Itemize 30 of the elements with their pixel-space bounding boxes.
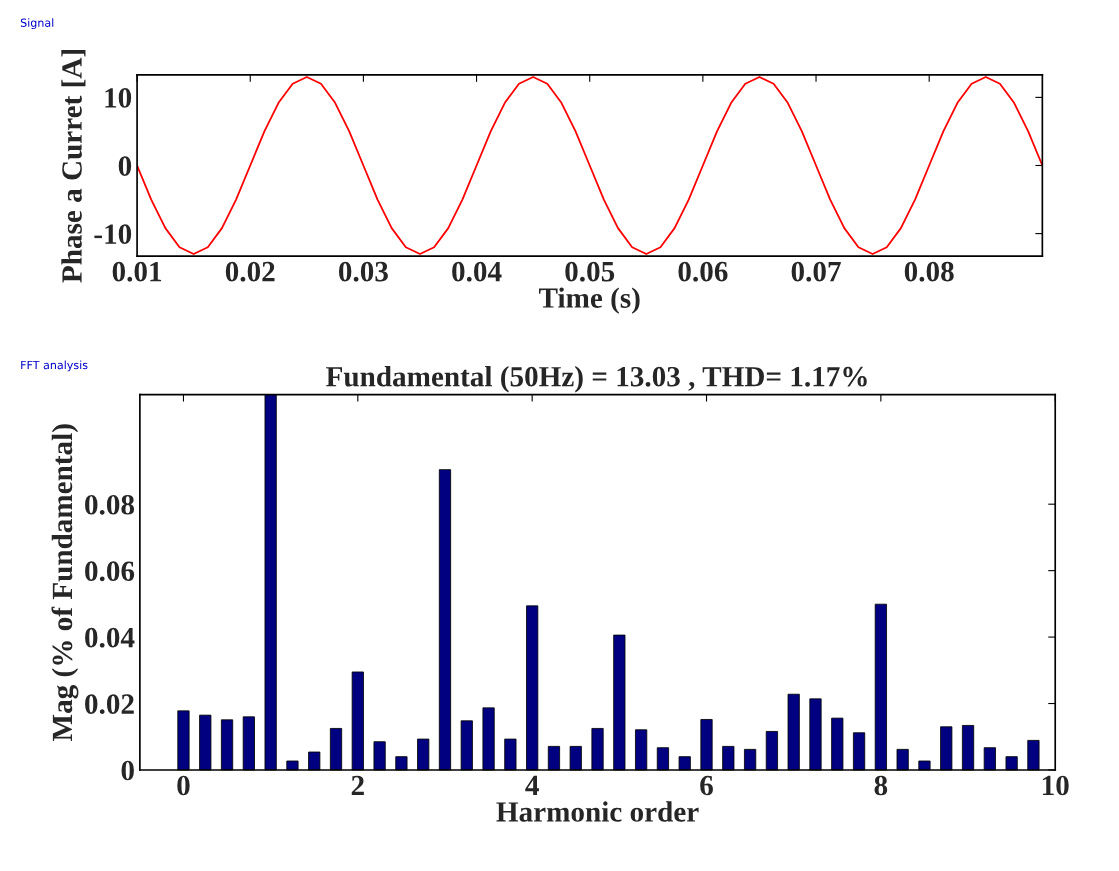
x-tick-label: 2 (351, 775, 364, 796)
y-axis-title: Phase a Curret [A] (61, 50, 86, 283)
line-series (137, 76, 1043, 255)
y-tick-label: 0 (121, 760, 134, 781)
text: Signal (20, 18, 54, 30)
x-axis-title: Time (s) (538, 287, 640, 314)
x-tick-label: 4 (525, 775, 539, 796)
chart-title: Fundamental (50Hz) = 13.03 , THD= 1.17% (326, 365, 867, 393)
y-axis-title: Mag (% of Fundamental) (51, 424, 79, 741)
x-tick-label: 6 (700, 775, 713, 796)
x-tick-label: 0.05 (565, 261, 615, 282)
y-tick-label: 0.06 (85, 561, 135, 582)
y-tick-label: 0.08 (85, 494, 135, 515)
y-tick-label: 0 (118, 156, 132, 176)
x-tick-label: 8 (874, 775, 888, 796)
x-tick-label: 10 (1042, 775, 1069, 796)
x-tick-label: 0.08 (904, 261, 954, 282)
y-tick-label: 0.02 (85, 694, 134, 715)
x-tick-label: 0 (177, 775, 190, 796)
y-tick-label: -10 (94, 224, 132, 244)
y-tick-label: 0.04 (85, 627, 135, 648)
x-axis-title: Harmonic order (496, 801, 699, 822)
x-tick-label: 0.07 (791, 261, 841, 282)
text: FFT analysis (21, 360, 88, 372)
x-tick-label: 0.06 (678, 261, 728, 282)
y-tick-label: 10 (105, 88, 132, 108)
x-tick-label: 0.01 (112, 261, 162, 282)
x-tick-label: 0.03 (338, 261, 388, 282)
x-tick-label: 0.04 (452, 261, 502, 282)
x-tick-label: 0.02 (225, 261, 275, 282)
